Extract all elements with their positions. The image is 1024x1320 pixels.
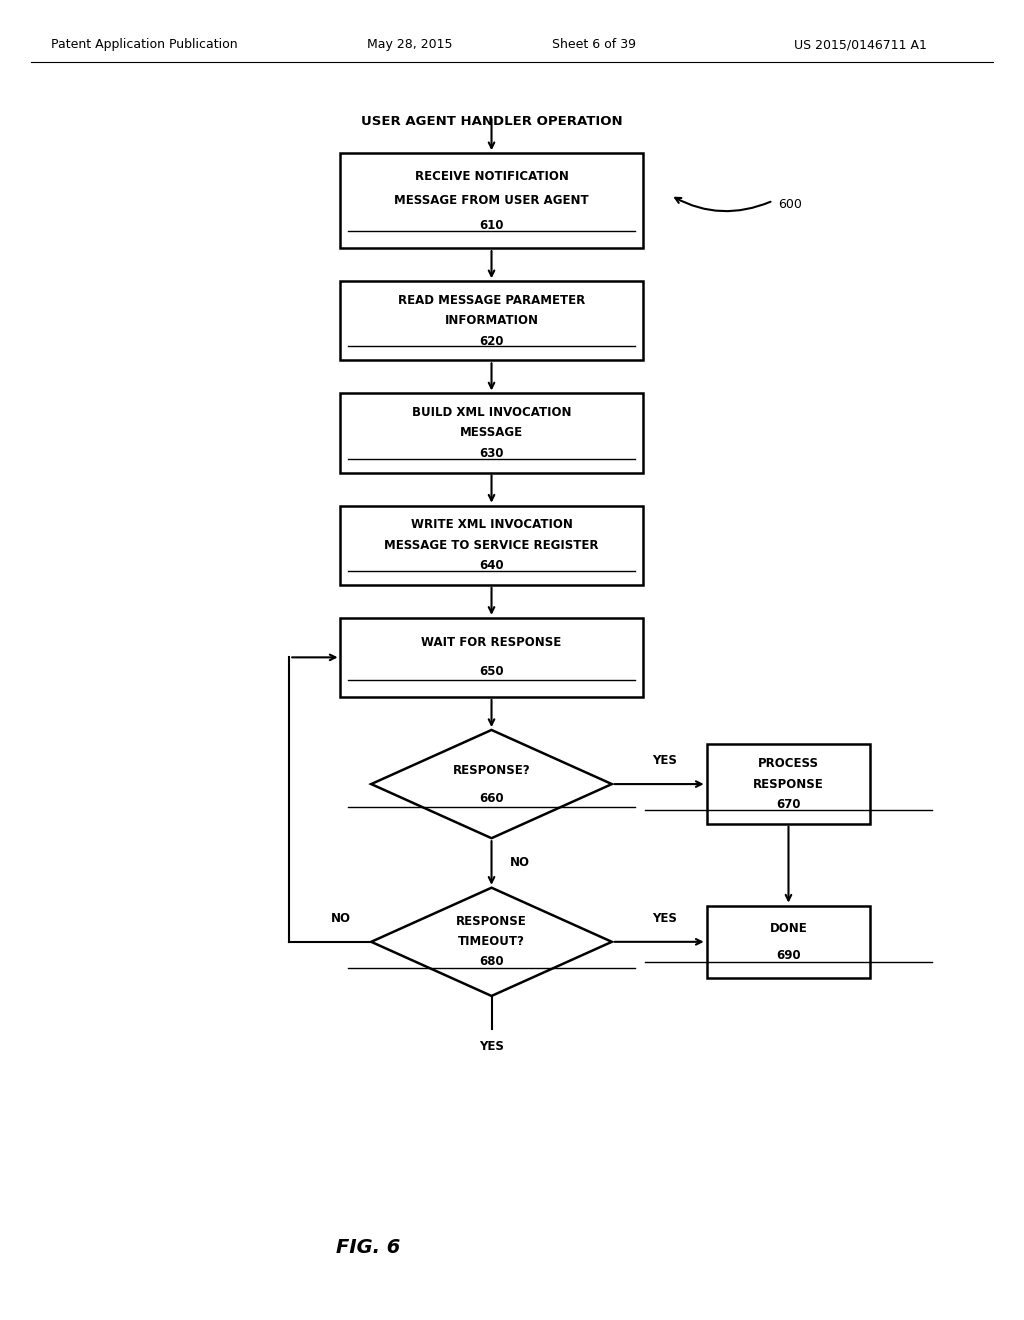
Text: Sheet 6 of 39: Sheet 6 of 39 bbox=[552, 38, 636, 51]
Text: RECEIVE NOTIFICATION: RECEIVE NOTIFICATION bbox=[415, 170, 568, 182]
Text: DONE: DONE bbox=[770, 921, 807, 935]
Text: 670: 670 bbox=[776, 799, 801, 810]
Bar bbox=[340, 281, 643, 360]
Text: NO: NO bbox=[331, 912, 350, 924]
Bar bbox=[340, 506, 643, 585]
Bar bbox=[707, 744, 870, 824]
Bar bbox=[340, 618, 643, 697]
Text: 600: 600 bbox=[778, 198, 802, 211]
Text: YES: YES bbox=[652, 912, 677, 924]
Text: WAIT FOR RESPONSE: WAIT FOR RESPONSE bbox=[422, 636, 561, 649]
Text: INFORMATION: INFORMATION bbox=[444, 314, 539, 327]
Text: TIMEOUT?: TIMEOUT? bbox=[458, 936, 525, 948]
Text: 650: 650 bbox=[479, 665, 504, 678]
Text: BUILD XML INVOCATION: BUILD XML INVOCATION bbox=[412, 407, 571, 418]
Text: PROCESS: PROCESS bbox=[758, 758, 819, 770]
Text: May 28, 2015: May 28, 2015 bbox=[367, 38, 453, 51]
Bar bbox=[707, 906, 870, 978]
Polygon shape bbox=[371, 888, 611, 997]
Text: MESSAGE FROM USER AGENT: MESSAGE FROM USER AGENT bbox=[394, 194, 589, 207]
Text: MESSAGE TO SERVICE REGISTER: MESSAGE TO SERVICE REGISTER bbox=[384, 539, 599, 552]
Bar bbox=[340, 393, 643, 473]
Text: WRITE XML INVOCATION: WRITE XML INVOCATION bbox=[411, 519, 572, 531]
Bar bbox=[340, 153, 643, 248]
Text: 610: 610 bbox=[479, 219, 504, 231]
Text: FIG. 6: FIG. 6 bbox=[337, 1238, 400, 1257]
Text: 660: 660 bbox=[479, 792, 504, 805]
Text: YES: YES bbox=[479, 1040, 504, 1052]
Text: 690: 690 bbox=[776, 949, 801, 962]
Text: NO: NO bbox=[510, 857, 530, 870]
Polygon shape bbox=[371, 730, 611, 838]
Text: 680: 680 bbox=[479, 956, 504, 969]
Text: RESPONSE: RESPONSE bbox=[753, 777, 824, 791]
Text: 640: 640 bbox=[479, 560, 504, 572]
Text: USER AGENT HANDLER OPERATION: USER AGENT HANDLER OPERATION bbox=[360, 115, 623, 128]
Text: MESSAGE: MESSAGE bbox=[460, 426, 523, 440]
Text: RESPONSE: RESPONSE bbox=[456, 915, 527, 928]
Text: US 2015/0146711 A1: US 2015/0146711 A1 bbox=[794, 38, 927, 51]
Text: 630: 630 bbox=[479, 447, 504, 459]
Text: Patent Application Publication: Patent Application Publication bbox=[51, 38, 238, 51]
Text: YES: YES bbox=[652, 754, 677, 767]
Text: 620: 620 bbox=[479, 335, 504, 347]
Text: RESPONSE?: RESPONSE? bbox=[453, 763, 530, 776]
Text: READ MESSAGE PARAMETER: READ MESSAGE PARAMETER bbox=[398, 294, 585, 306]
